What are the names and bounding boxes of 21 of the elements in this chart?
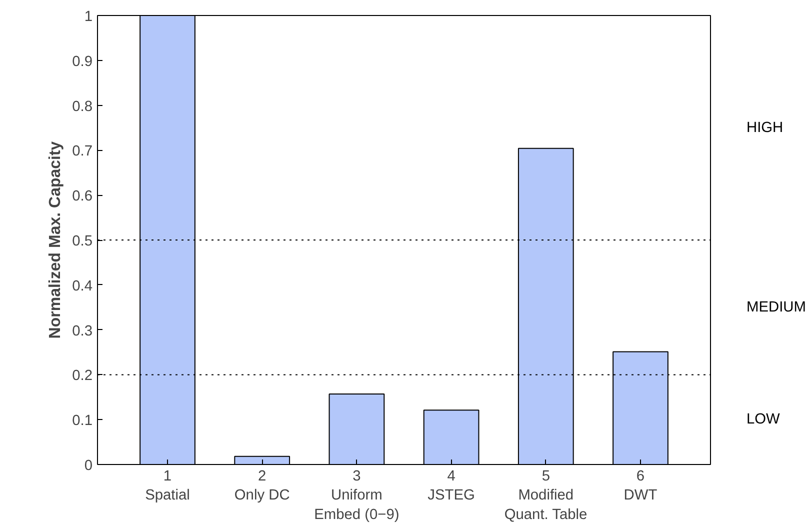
x-tick-label: 1 Spatial [145, 468, 190, 504]
x-tick-label: 5 Modified Quant. Table [504, 468, 588, 523]
y-tick-label: 0.7 [72, 144, 92, 160]
y-tick-label: 0.6 [72, 188, 92, 205]
y-tick-label: 1 [84, 9, 93, 25]
y-tick-label: 0.8 [72, 98, 92, 115]
y-tick-label: 0.1 [72, 413, 92, 430]
x-tick-label: 4 JSTEG [428, 468, 475, 504]
x-tick-label: 3 Uniform Embed (0−9) [314, 468, 400, 523]
y-tick-label: 0.2 [72, 368, 92, 384]
x-tick-label: 2 Only DC [234, 468, 290, 504]
y-tick-label: 0.5 [72, 234, 92, 250]
y-tick-label: 0 [84, 458, 93, 474]
text: LOW [746, 412, 780, 428]
y-axis-title: Normalized Max. Capacity [47, 141, 64, 339]
y-tick-label: 0.3 [72, 323, 92, 340]
text: MEDIUM [746, 299, 806, 316]
x-tick-label: 6 DWT [624, 468, 658, 504]
text: HIGH [746, 120, 784, 136]
y-tick-label: 0.4 [72, 278, 92, 294]
y-tick-label: 0.9 [72, 54, 92, 70]
